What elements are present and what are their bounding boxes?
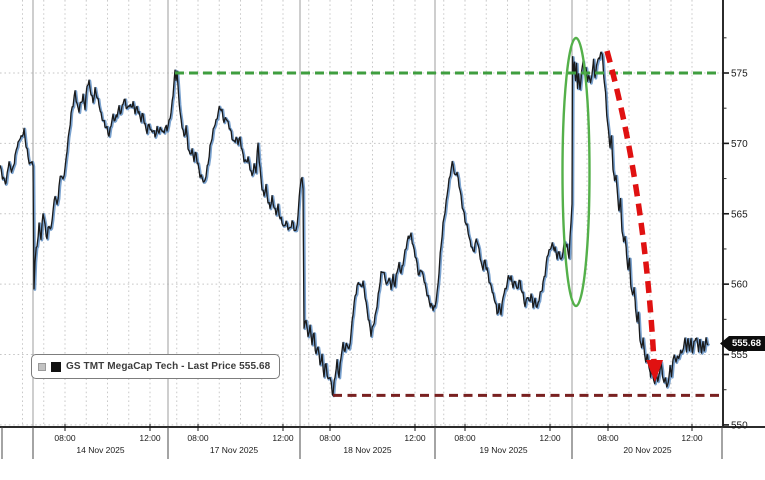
x-axis-time-label: 08:00 bbox=[319, 433, 341, 443]
highlight-ellipse bbox=[561, 36, 591, 308]
y-axis-tick-label: 550 bbox=[731, 420, 748, 431]
legend[interactable]: GS TMT MegaCap Tech - Last Price 555.68 bbox=[31, 354, 281, 379]
x-axis-date-label: 19 Nov 2025 bbox=[479, 445, 527, 455]
y-axis-tick-label: 565 bbox=[731, 209, 748, 220]
legend-series-label: GS TMT MegaCap Tech - Last Price 555.68 bbox=[66, 361, 271, 372]
drop-arrow-head-icon bbox=[646, 360, 663, 382]
legend-series-swatch-icon bbox=[51, 361, 61, 372]
last-price-tag: 555.68 bbox=[720, 336, 765, 351]
last-price-value: 555.68 bbox=[731, 338, 762, 349]
legend-handle-icon bbox=[38, 362, 46, 371]
drop-arrow-line bbox=[604, 50, 657, 363]
y-axis-tick-label: 555 bbox=[731, 350, 748, 361]
x-axis-date-label: 14 Nov 2025 bbox=[76, 445, 124, 455]
x-axis-time-label: 12:00 bbox=[404, 433, 426, 443]
y-axis-labels: 575 570 565 560 555 550 bbox=[723, 37, 748, 431]
x-axis-time-label: 12:00 bbox=[681, 433, 703, 443]
x-axis-date-label: 18 Nov 2025 bbox=[343, 445, 391, 455]
price-line bbox=[0, 51, 709, 396]
price-series bbox=[0, 51, 711, 398]
y-axis-tick-label: 560 bbox=[731, 280, 748, 291]
x-axis-time-label: 08:00 bbox=[597, 433, 619, 443]
x-axis-time-label: 12:00 bbox=[539, 433, 561, 443]
annotations bbox=[175, 36, 720, 397]
y-axis-tick-label: 575 bbox=[731, 69, 748, 80]
x-axis-time-label: 12:00 bbox=[272, 433, 294, 443]
x-axis-time-label: 08:00 bbox=[187, 433, 209, 443]
x-axis-time-label: 12:00 bbox=[139, 433, 161, 443]
x-axis-time-label: 08:00 bbox=[454, 433, 476, 443]
x-axis-date-label: 17 Nov 2025 bbox=[210, 445, 258, 455]
x-axis-time-label: 08:00 bbox=[54, 433, 76, 443]
x-axis-date-label: 20 Nov 2025 bbox=[623, 445, 671, 455]
y-axis-tick-label: 570 bbox=[731, 139, 748, 150]
